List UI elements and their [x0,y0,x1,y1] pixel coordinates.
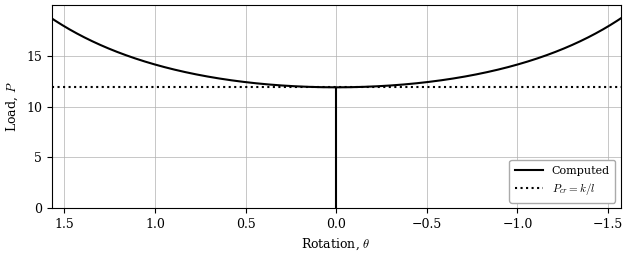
Y-axis label: Load, $P$: Load, $P$ [5,81,20,132]
Legend: Computed, $P_{cr} = k/l$: Computed, $P_{cr} = k/l$ [509,160,616,203]
X-axis label: Rotation, $\theta$: Rotation, $\theta$ [301,236,371,252]
